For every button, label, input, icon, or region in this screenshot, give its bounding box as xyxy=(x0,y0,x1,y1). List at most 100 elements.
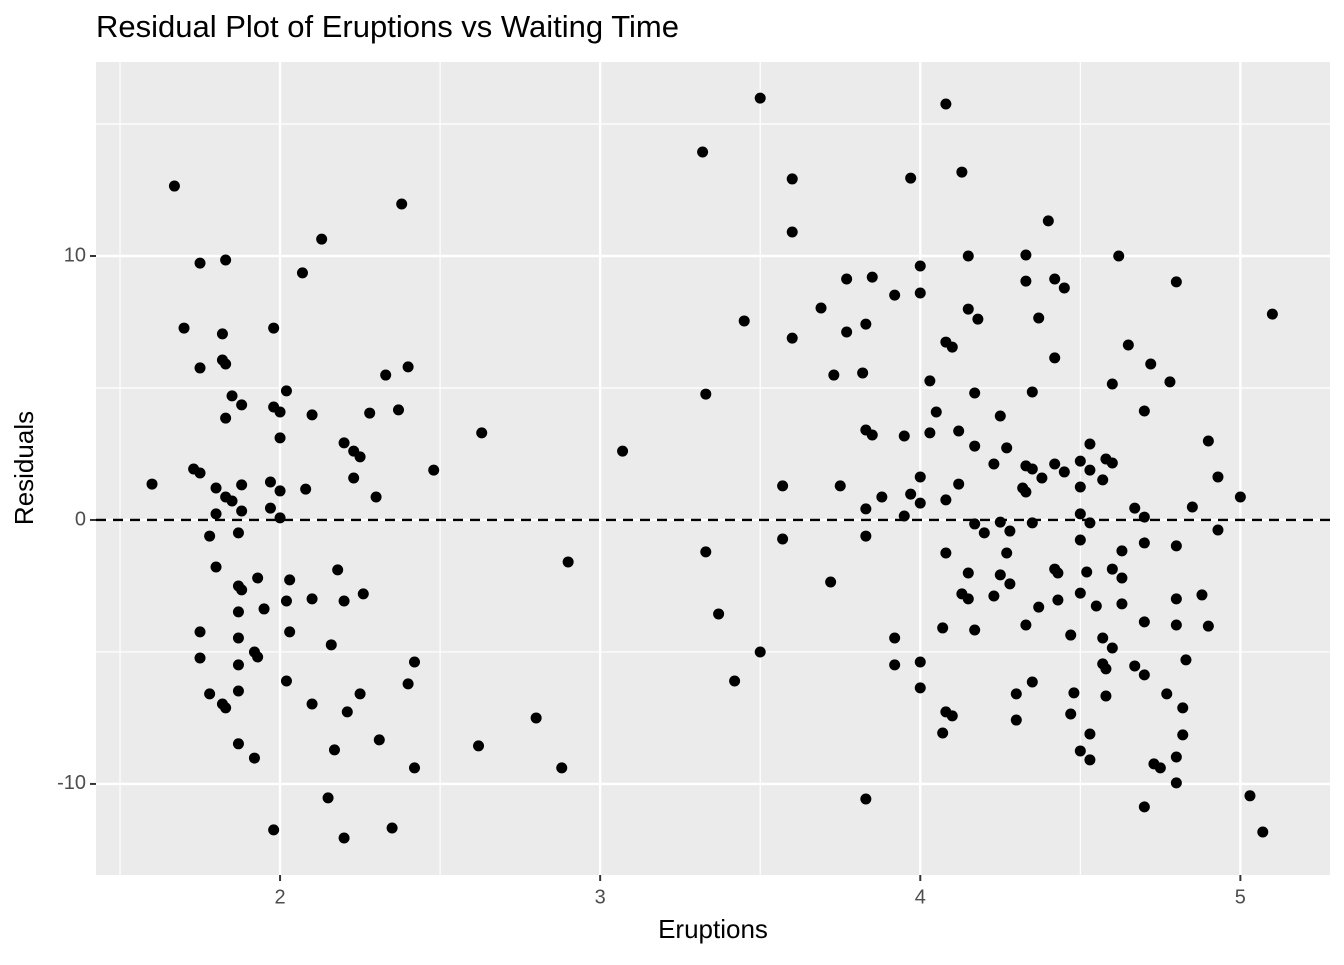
point xyxy=(994,516,1006,528)
point xyxy=(1074,508,1086,520)
point xyxy=(252,572,264,584)
point xyxy=(220,358,232,370)
point xyxy=(194,257,206,269)
point xyxy=(914,682,926,694)
point xyxy=(476,427,488,439)
point xyxy=(1001,442,1013,454)
point xyxy=(1116,545,1128,557)
point xyxy=(1026,463,1038,475)
point xyxy=(1020,249,1032,261)
point xyxy=(866,429,878,441)
x-tick-label: 5 xyxy=(1235,886,1246,908)
point xyxy=(530,712,542,724)
point xyxy=(1020,486,1032,498)
point xyxy=(194,362,206,374)
point xyxy=(988,590,1000,602)
point xyxy=(1020,619,1032,631)
chart-title: Residual Plot of Eruptions vs Waiting Ti… xyxy=(96,9,679,44)
point xyxy=(1257,826,1269,838)
point xyxy=(341,706,353,718)
point xyxy=(841,273,853,285)
point xyxy=(994,410,1006,422)
point xyxy=(338,595,350,607)
point xyxy=(786,332,798,344)
point xyxy=(1113,250,1125,262)
point xyxy=(386,822,398,834)
point xyxy=(1026,386,1038,398)
panel-background xyxy=(96,62,1330,875)
point xyxy=(252,651,264,663)
point xyxy=(332,564,344,576)
point xyxy=(236,584,248,596)
point xyxy=(1065,629,1077,641)
point xyxy=(1116,572,1128,584)
point xyxy=(258,603,270,615)
point xyxy=(370,491,382,503)
point xyxy=(713,608,725,620)
point xyxy=(1145,358,1157,370)
point xyxy=(1161,688,1173,700)
point xyxy=(1084,438,1096,450)
point xyxy=(1212,524,1224,536)
point xyxy=(357,588,369,600)
point xyxy=(962,593,974,605)
point xyxy=(1170,276,1182,288)
point xyxy=(248,752,260,764)
point xyxy=(409,656,421,668)
point xyxy=(284,574,296,586)
point xyxy=(1122,339,1134,351)
point xyxy=(860,530,872,542)
grid xyxy=(96,62,1330,875)
point xyxy=(930,406,942,418)
point xyxy=(348,472,360,484)
point xyxy=(210,508,222,520)
point xyxy=(956,166,968,178)
point xyxy=(1097,474,1109,486)
point xyxy=(562,556,574,568)
point xyxy=(1138,801,1150,813)
point xyxy=(1084,728,1096,740)
point xyxy=(274,512,286,524)
point xyxy=(280,595,292,607)
point xyxy=(264,476,276,488)
point xyxy=(1164,376,1176,388)
point xyxy=(1234,491,1246,503)
point xyxy=(889,659,901,671)
point xyxy=(1074,745,1086,757)
point xyxy=(1058,466,1070,478)
point xyxy=(962,250,974,262)
point xyxy=(409,762,421,774)
point xyxy=(1170,777,1182,789)
point xyxy=(146,478,158,490)
point xyxy=(1129,660,1141,672)
x-tick-label: 4 xyxy=(915,886,926,908)
point xyxy=(1036,472,1048,484)
point xyxy=(236,399,248,411)
point xyxy=(194,626,206,638)
y-axis-title: Residuals xyxy=(9,411,39,525)
point xyxy=(1202,620,1214,632)
point xyxy=(354,451,366,463)
point xyxy=(284,626,296,638)
point xyxy=(236,479,248,491)
point xyxy=(994,569,1006,581)
point xyxy=(396,198,408,210)
point xyxy=(1177,729,1189,741)
x-tick-label: 2 xyxy=(274,886,285,908)
point xyxy=(232,738,244,750)
point xyxy=(969,440,981,452)
point xyxy=(232,685,244,697)
y-tick-label: -10 xyxy=(57,772,86,794)
point xyxy=(1004,578,1016,590)
point xyxy=(914,497,926,509)
point xyxy=(210,482,222,494)
point xyxy=(860,318,872,330)
point xyxy=(328,744,340,756)
point xyxy=(268,824,280,836)
point xyxy=(972,313,984,325)
point xyxy=(946,341,958,353)
point xyxy=(953,425,965,437)
point xyxy=(914,260,926,272)
point xyxy=(473,740,485,752)
